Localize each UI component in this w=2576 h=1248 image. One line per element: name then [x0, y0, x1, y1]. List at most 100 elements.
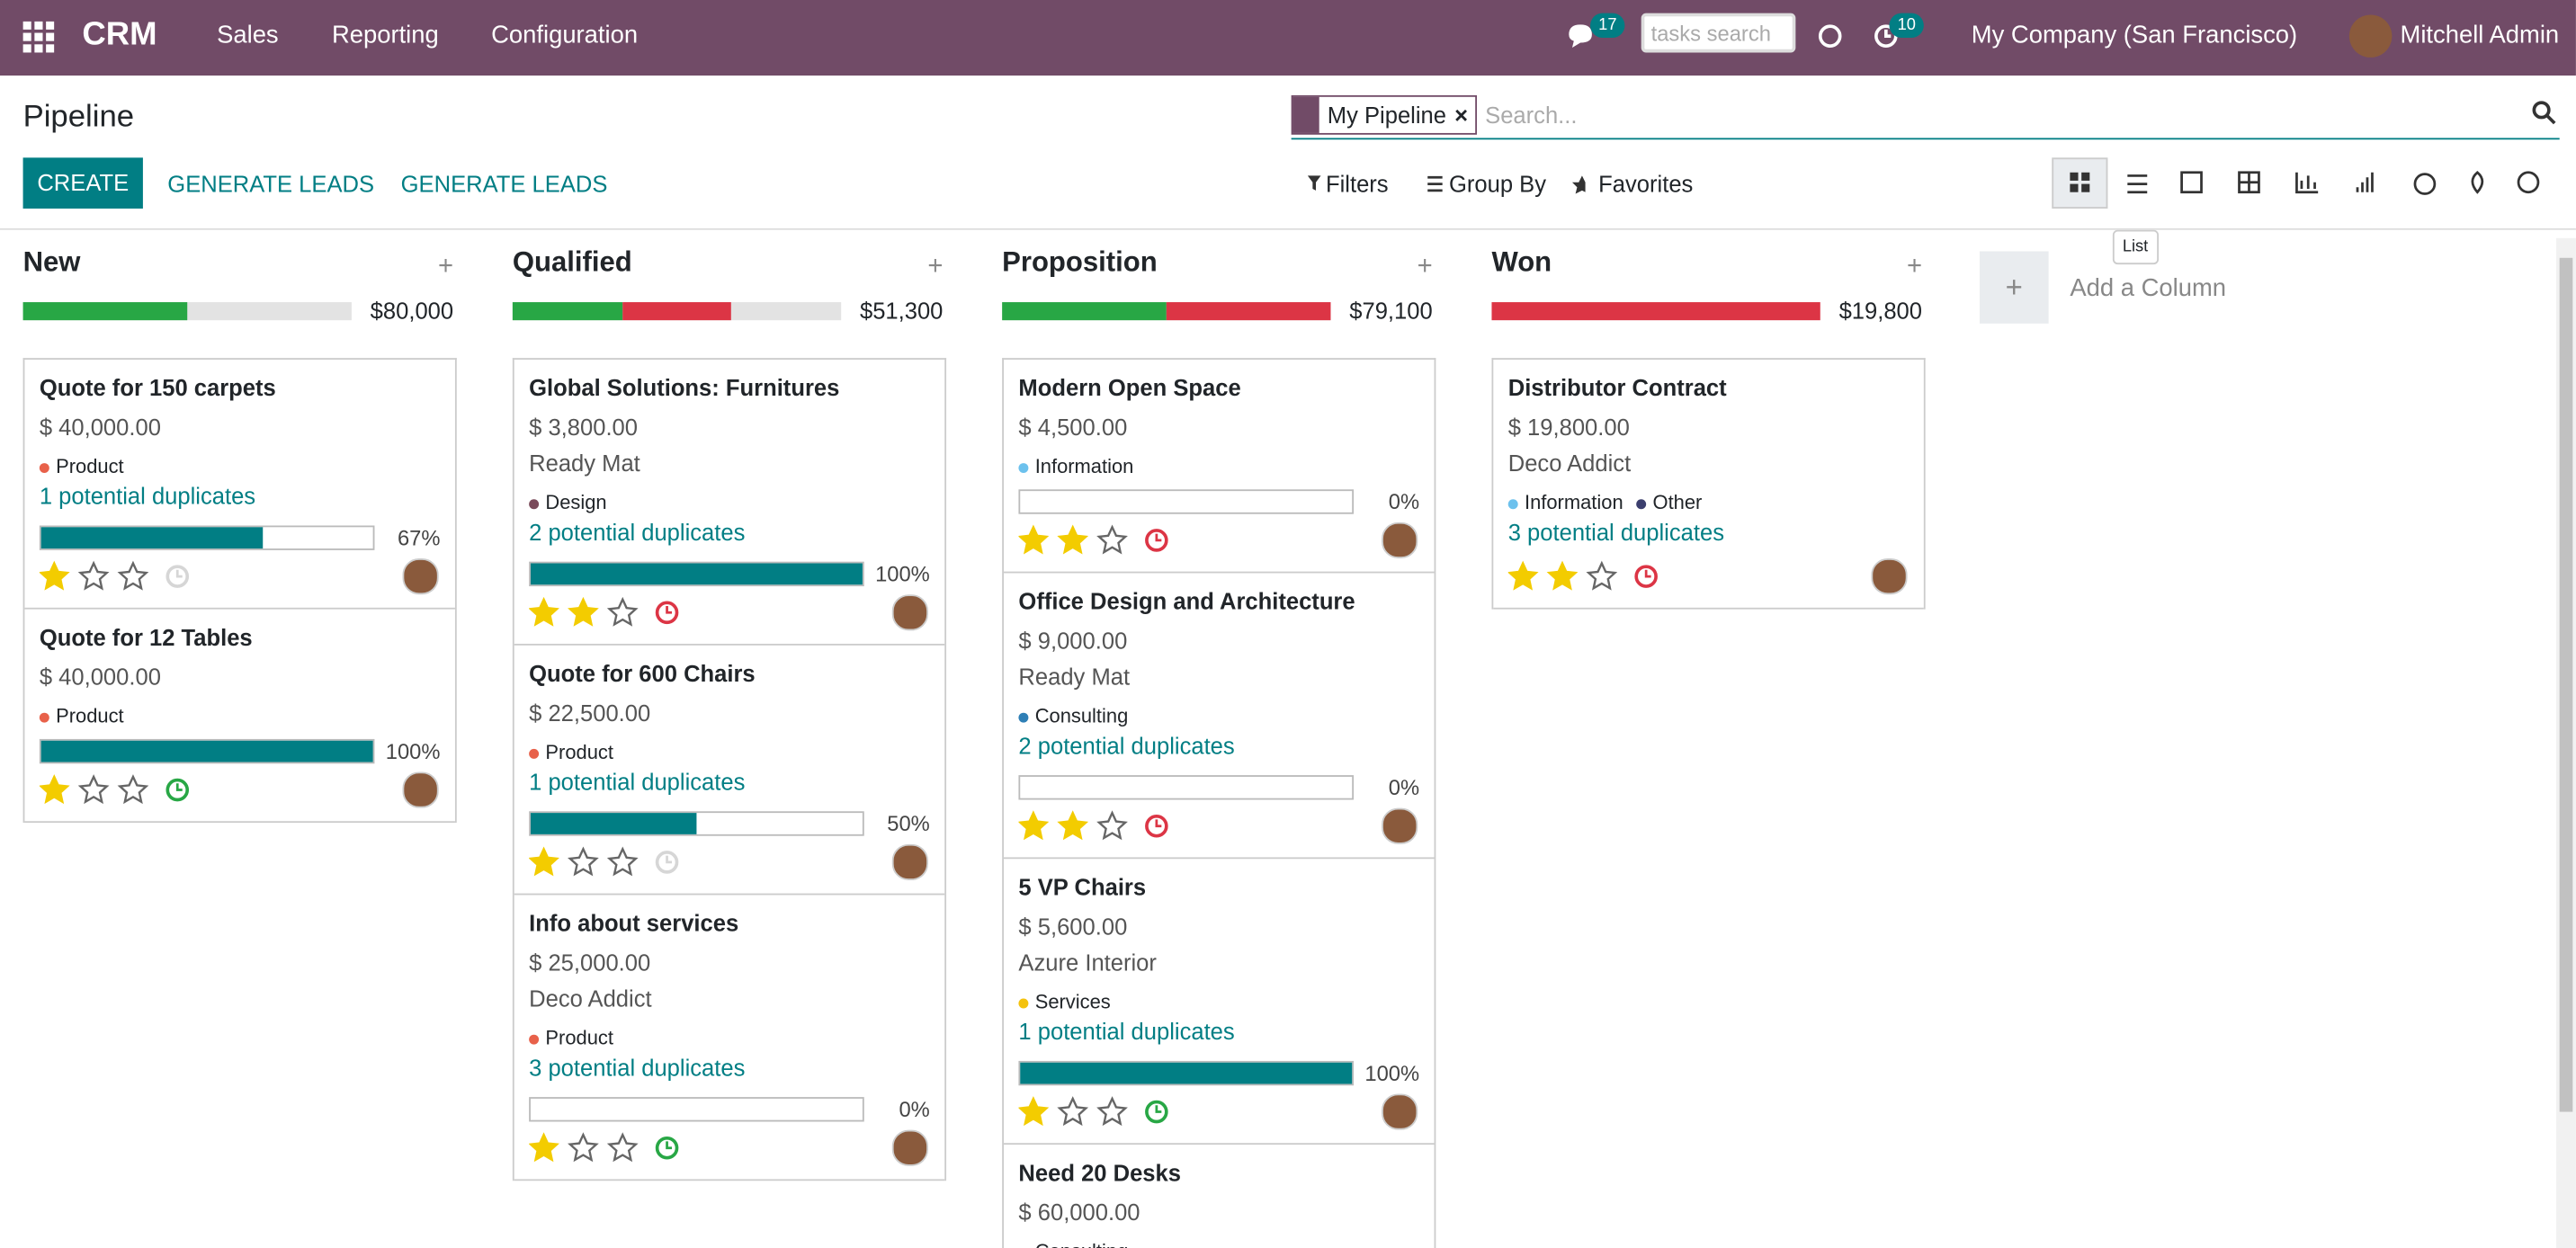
column-quick-create[interactable]: + [1417, 253, 1433, 281]
star[interactable] [1546, 560, 1579, 591]
generate-leads-button[interactable]: GENERATE LEADS [167, 170, 375, 198]
facet-icon [1292, 96, 1319, 133]
generate-leads-button[interactable]: GENERATE LEADS [400, 170, 608, 198]
tag: Information [1018, 455, 1133, 478]
kanban-card[interactable]: Modern Open Space $ 4,500.00 Information 0% [1003, 360, 1435, 574]
star[interactable] [1018, 524, 1050, 555]
create-button[interactable]: CREATE [22, 157, 143, 209]
tag: Product [39, 455, 124, 478]
user-menu[interactable]: Mitchell Admin [2400, 21, 2560, 49]
add-column-button[interactable]: + [1979, 251, 2049, 324]
kanban-card[interactable]: Quote for 600 Chairs $ 22,500.00 Product 1 … [514, 646, 945, 896]
duplicates-link[interactable]: 2 potential duplicates [529, 519, 746, 546]
star[interactable] [529, 1132, 559, 1163]
app-name[interactable]: CRM [82, 16, 157, 53]
card-title: Quote for 150 carpets [39, 374, 276, 401]
star[interactable] [568, 1132, 599, 1163]
duplicates-link[interactable]: 1 potential duplicates [529, 768, 746, 796]
star[interactable] [568, 596, 599, 627]
tag: Product [529, 1027, 613, 1049]
messages-icon[interactable] [1567, 23, 1597, 49]
company-switcher[interactable]: My Company (San Francisco) [1971, 21, 2298, 49]
kanban-card[interactable]: Quote for 12 Tables $ 40,000.00 Product 100… [24, 610, 455, 824]
tag: Other [1636, 491, 1702, 514]
probability-label: 0% [1388, 488, 1420, 513]
assignee-avatar [402, 771, 439, 808]
progress-segment [22, 302, 188, 321]
star[interactable] [77, 560, 110, 591]
priority [529, 1132, 679, 1163]
star[interactable] [1057, 810, 1089, 841]
star[interactable] [39, 560, 70, 591]
probability-bar [39, 738, 375, 763]
star[interactable] [529, 846, 559, 877]
column-total: $80,000 [370, 297, 454, 324]
column-title: New [22, 245, 81, 278]
menu-item[interactable]: Configuration [491, 21, 639, 49]
apps-icon[interactable] [22, 21, 55, 53]
kanban-card[interactable]: Info about services $ 25,000.00 Deco Addic… [514, 895, 945, 1181]
messages-badge: 17 [1590, 13, 1625, 39]
breadcrumb: Pipeline [22, 100, 135, 135]
card-amount: $ 60,000.00 [1018, 1199, 1140, 1226]
probability: 100% [39, 733, 441, 769]
column-progress [1491, 302, 1820, 321]
kanban-card[interactable]: Global Solutions: Furnitures $ 3,800.00 Re… [514, 360, 945, 646]
duplicates-link[interactable]: 3 potential duplicates [1507, 519, 1724, 546]
add-column-label[interactable]: Add a Column [2070, 274, 2227, 303]
star[interactable] [1057, 524, 1089, 555]
star[interactable] [1507, 560, 1539, 591]
star[interactable] [1096, 1096, 1128, 1127]
star[interactable] [1096, 524, 1128, 555]
star[interactable] [117, 560, 149, 591]
favorites-button[interactable]: Favorites [1598, 170, 1694, 198]
star[interactable] [568, 846, 599, 877]
star[interactable] [1057, 1096, 1089, 1127]
duplicates-link[interactable]: 2 potential duplicates [1018, 732, 1235, 759]
star[interactable] [117, 774, 149, 805]
tasks-search[interactable]: tasks search [1641, 13, 1796, 53]
card-amount: $ 25,000.00 [529, 949, 651, 976]
facet-remove[interactable]: × [1454, 102, 1469, 129]
star[interactable] [606, 1132, 639, 1163]
column-quick-create[interactable]: + [1906, 253, 1923, 281]
menu-item[interactable]: Sales [217, 21, 279, 49]
user-avatar[interactable] [2348, 14, 2393, 58]
star[interactable] [606, 846, 639, 877]
search-icon[interactable] [2532, 100, 2556, 125]
duplicates-link[interactable]: 1 potential duplicates [39, 482, 256, 510]
star[interactable] [77, 774, 110, 805]
view-switcher[interactable] [2119, 165, 2546, 204]
star[interactable] [529, 596, 559, 627]
kanban-card[interactable]: Quote for 150 carpets $ 40,000.00 Product 1… [24, 360, 455, 610]
star[interactable] [1586, 560, 1618, 591]
kanban-view-button[interactable] [2052, 157, 2108, 209]
filters-button[interactable]: Filters [1325, 170, 1389, 198]
kanban-card[interactable]: Office Design and Architecture $ 9,000.00… [1003, 573, 1435, 860]
column-total: $19,800 [1838, 297, 1923, 324]
duplicates-link[interactable]: 1 potential duplicates [1018, 1018, 1235, 1045]
duplicates-link[interactable]: 3 potential duplicates [529, 1054, 746, 1081]
assignee-avatar [1382, 521, 1418, 559]
facet-value: My Pipeline [1327, 102, 1447, 129]
kanban-card[interactable]: 5 VP Chairs $ 5,600.00 Azure Interior Servi… [1003, 859, 1435, 1145]
star[interactable] [39, 774, 70, 805]
card-amount: $ 40,000.00 [39, 663, 161, 691]
star[interactable] [1096, 810, 1128, 841]
menu-item[interactable]: Reporting [331, 21, 439, 49]
group-by-button[interactable]: Group By [1448, 170, 1546, 198]
tag: Product [529, 741, 613, 763]
star[interactable] [1018, 810, 1050, 841]
kanban-card[interactable]: Distributor Contract $ 19,800.00 Deco Addi… [1493, 360, 1924, 610]
column-quick-create[interactable]: + [438, 253, 454, 281]
refresh-icon[interactable] [1817, 23, 1843, 49]
kanban-card[interactable]: Need 20 Desks $ 60,000.00 Consulting [1004, 1145, 1435, 1248]
search-input[interactable]: Search... [1485, 102, 1578, 129]
tag-dot [529, 748, 540, 759]
star[interactable] [606, 596, 639, 627]
card-tags: Product [39, 700, 441, 733]
column-quick-create[interactable]: + [927, 253, 944, 281]
tag-name: Consulting [1035, 1240, 1129, 1248]
star[interactable] [1018, 1096, 1050, 1127]
